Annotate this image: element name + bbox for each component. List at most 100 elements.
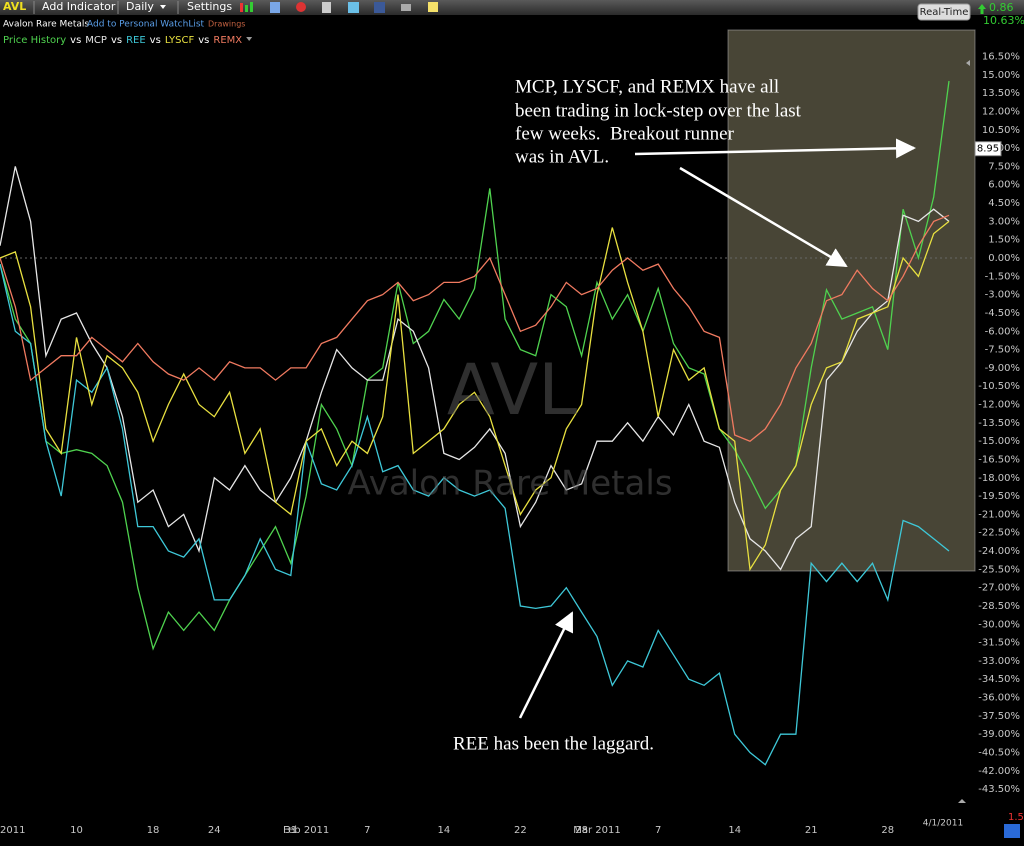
y-tick-label: -37.50%	[978, 711, 1020, 722]
x-tick-label: 10	[70, 825, 83, 836]
series-line	[0, 214, 950, 442]
x-tick-label: 7	[364, 825, 370, 836]
symbol[interactable]: AVL	[3, 0, 26, 13]
y-tick-label: -13.50%	[978, 418, 1020, 429]
add-indicator-button[interactable]: Add Indicator	[42, 0, 116, 13]
icon[interactable]	[296, 2, 306, 12]
icon[interactable]	[270, 2, 280, 13]
y-tick-label: 13.50%	[982, 88, 1020, 99]
legend: Price History vs MCP vs REE vs LYSCF vs REMX	[3, 35, 253, 46]
y-tick-label: 4.50%	[988, 198, 1020, 209]
annotation-arrow	[634, 138, 916, 159]
watchlist-link[interactable]: Add to Personal WatchList	[87, 20, 205, 30]
y-tick-label: -12.00%	[978, 400, 1020, 411]
annotation-arrow	[518, 611, 574, 719]
series-line	[0, 220, 950, 572]
auto-scale-button	[1004, 824, 1020, 838]
icon[interactable]	[401, 4, 411, 11]
y-tick-label: 0.00%	[988, 253, 1020, 264]
y-tick-label: -33.00%	[978, 656, 1020, 667]
company-name: Avalon Rare Metals	[3, 20, 89, 30]
x-tick-label: Mar 2011	[573, 825, 621, 836]
y-axis: 16.50% 15.00% 13.50% 12.00% 10.50% 9.00% 7.50%…	[0, 52, 1024, 838]
legend-dropdown	[246, 37, 253, 41]
annotation: REE has been the laggard.	[453, 733, 654, 754]
scroll-arrow	[966, 60, 970, 66]
legend-separator: vs	[150, 35, 161, 46]
icon[interactable]	[245, 5, 248, 12]
last-price: 8.95	[977, 144, 999, 155]
y-tick-label: -40.50%	[978, 747, 1020, 758]
legend-separator: vs	[70, 35, 81, 46]
x-tick-label: 28	[881, 825, 894, 836]
x-tick-label: 14	[728, 825, 741, 836]
x-tick-label: 14	[438, 825, 451, 836]
series-line	[0, 263, 950, 766]
watermark: AVL	[447, 349, 577, 431]
legend-entry: Price History	[3, 35, 66, 46]
icon[interactable]	[428, 2, 438, 12]
toolbar-icons	[240, 2, 438, 13]
change-percent: 10.63%	[983, 14, 1024, 27]
legend-separator: vs	[111, 35, 122, 46]
y-tick-label: -39.00%	[978, 729, 1020, 740]
icon[interactable]	[322, 2, 331, 13]
y-tick-label: 1.50%	[988, 235, 1020, 246]
annotation: was in AVL.	[515, 146, 609, 167]
scroll-arrow	[958, 799, 966, 803]
y-tick-label: -28.50%	[978, 601, 1020, 612]
y-tick-label: -30.00%	[978, 619, 1020, 630]
corner-value: 1.5	[1008, 812, 1024, 823]
settings-button[interactable]: Settings	[187, 0, 232, 13]
y-tick-label: -22.50%	[978, 528, 1020, 539]
icon[interactable]	[250, 2, 253, 12]
x-tick-label: 7	[655, 825, 661, 836]
watermark-subtitle: Avalon Rare Metals	[347, 464, 672, 504]
series-line	[0, 166, 950, 571]
legend-entry: LYSCF	[165, 35, 195, 46]
y-tick-label: -42.00%	[978, 766, 1020, 777]
y-tick-label: -15.00%	[978, 436, 1020, 447]
y-tick-label: -36.00%	[978, 693, 1020, 704]
icon[interactable]	[240, 3, 243, 12]
y-tick-label: -10.50%	[978, 381, 1020, 392]
legend-separator: vs	[198, 35, 209, 46]
y-tick-label: -1.50%	[985, 271, 1020, 282]
y-tick-label: 16.50%	[982, 52, 1020, 63]
x-tick-label: 22	[514, 825, 527, 836]
x-tick-label: 4/1/2011	[923, 819, 963, 829]
legend-entry: REMX	[213, 35, 242, 46]
y-tick-label: -18.00%	[978, 473, 1020, 484]
legend-entry: MCP	[85, 35, 107, 46]
y-tick-label: 9.00%	[988, 143, 1020, 154]
real-time-label[interactable]: Real-Time	[920, 7, 969, 18]
y-tick-label: 3.00%	[988, 216, 1020, 227]
x-tick-label: Feb 2011	[283, 825, 329, 836]
y-tick-label: 6.00%	[988, 180, 1020, 191]
annotation: few weeks. Breakout runner	[515, 123, 735, 144]
y-tick-label: -4.50%	[985, 308, 1020, 319]
icon[interactable]	[348, 2, 359, 13]
icon[interactable]	[374, 2, 385, 13]
drawings-link[interactable]: Drawings	[208, 20, 245, 29]
y-tick-label: 15.00%	[982, 70, 1020, 81]
y-tick-label: -7.50%	[985, 345, 1020, 356]
y-tick-label: 10.50%	[982, 125, 1020, 136]
y-tick-label: -9.00%	[985, 363, 1020, 374]
real-time-button[interactable]	[917, 3, 971, 21]
annotation: been trading in lock-step over the last	[515, 100, 802, 121]
change: 0.86	[989, 1, 1014, 14]
dropdown-arrow[interactable]	[160, 5, 166, 9]
x-tick-label: 28	[575, 825, 588, 836]
y-tick-label: -34.50%	[978, 674, 1020, 685]
interval-dropdown[interactable]: Daily	[126, 0, 154, 13]
y-tick-label: -27.00%	[978, 583, 1020, 594]
y-tick-label: -21.00%	[978, 509, 1020, 520]
annotation-arrow	[679, 166, 848, 268]
x-tick-label: 18	[147, 825, 160, 836]
legend-entry: REE	[126, 35, 146, 46]
y-tick-label: -43.50%	[978, 784, 1020, 795]
x-tick-label: 21	[805, 825, 818, 836]
y-tick-label: -24.00%	[978, 546, 1020, 557]
